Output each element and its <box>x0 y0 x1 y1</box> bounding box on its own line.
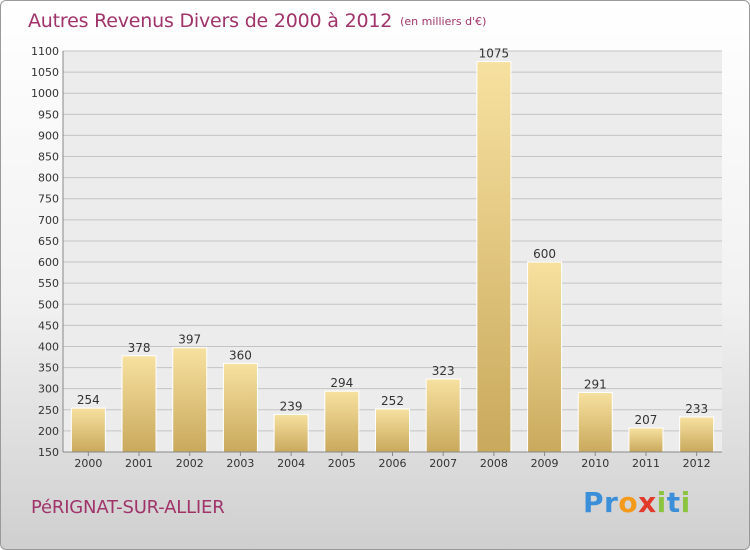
proxiti-logo: Proxiti <box>583 486 691 519</box>
y-tick-label: 700 <box>38 214 59 227</box>
y-tick-label: 550 <box>38 277 59 290</box>
x-tick-label: 2000 <box>74 457 102 470</box>
logo-letter: r <box>604 486 619 519</box>
bar <box>375 408 410 453</box>
bar <box>628 427 664 453</box>
y-tick-label: 1050 <box>31 66 59 79</box>
data-label: 239 <box>280 399 303 413</box>
bar <box>425 378 461 453</box>
plot-area <box>63 51 722 452</box>
x-tick-label: 2010 <box>581 457 609 470</box>
x-tick-label: 2011 <box>632 457 660 470</box>
logo-letter: i <box>656 486 667 519</box>
commune-name: PéRIGNAT-SUR-ALLIER <box>31 497 225 518</box>
bar <box>476 61 512 453</box>
y-tick-label: 250 <box>38 404 59 417</box>
data-label: 397 <box>178 333 201 347</box>
bar <box>172 347 208 453</box>
bar <box>527 261 563 453</box>
y-tick-label: 750 <box>38 193 59 206</box>
data-label: 233 <box>685 402 708 416</box>
logo-letter: x <box>638 486 657 519</box>
chart-title-main: Autres Revenus Divers de 2000 à 2012 <box>28 10 393 32</box>
x-tick-label: 2009 <box>531 457 559 470</box>
y-tick-label: 200 <box>38 425 59 438</box>
data-label: 207 <box>635 413 658 427</box>
y-tick-label: 1000 <box>31 87 59 100</box>
data-label: 254 <box>77 393 100 407</box>
data-label: 600 <box>533 247 556 261</box>
y-tick-label: 800 <box>38 172 59 185</box>
bar <box>273 413 309 453</box>
data-label: 360 <box>229 348 252 362</box>
y-tick-label: 300 <box>38 383 59 396</box>
y-tick-label: 500 <box>38 298 59 311</box>
x-tick-label: 2004 <box>277 457 305 470</box>
x-tick-label: 2001 <box>125 457 153 470</box>
logo-letter: P <box>583 486 605 519</box>
y-tick-label: 350 <box>38 362 59 375</box>
y-tick-label: 400 <box>38 340 59 353</box>
x-tick-label: 2003 <box>226 457 254 470</box>
bar <box>70 407 106 453</box>
y-tick-label: 850 <box>38 151 59 164</box>
logo-letter: t <box>666 486 681 519</box>
x-tick-label: 2005 <box>328 457 356 470</box>
bar <box>324 390 360 453</box>
bar <box>679 416 715 453</box>
y-tick-label: 900 <box>38 129 59 142</box>
data-label: 252 <box>381 394 404 408</box>
bar <box>577 391 613 453</box>
data-label: 323 <box>432 364 455 378</box>
x-tick-label: 2002 <box>176 457 204 470</box>
y-tick-label: 650 <box>38 235 59 248</box>
x-tick-label: 2007 <box>429 457 457 470</box>
chart-title: Autres Revenus Divers de 2000 à 2012 (en … <box>28 10 486 32</box>
y-tick-label: 150 <box>38 446 59 459</box>
y-tick-label: 950 <box>38 108 59 121</box>
data-label: 378 <box>128 341 151 355</box>
chart-title-unit: (en milliers d'€) <box>400 15 487 28</box>
x-tick-label: 2008 <box>480 457 508 470</box>
data-label: 294 <box>330 376 353 390</box>
bar <box>121 355 157 453</box>
logo-letter: i <box>680 486 691 519</box>
y-tick-label: 450 <box>38 319 59 332</box>
logo-letter: o <box>618 486 639 519</box>
y-tick-label: 600 <box>38 256 59 269</box>
x-tick-label: 2006 <box>379 457 407 470</box>
data-label: 1075 <box>479 47 510 61</box>
x-tick-label: 2012 <box>683 457 711 470</box>
data-label: 291 <box>584 377 607 391</box>
y-tick-label: 1100 <box>31 45 59 58</box>
bar <box>222 362 258 453</box>
